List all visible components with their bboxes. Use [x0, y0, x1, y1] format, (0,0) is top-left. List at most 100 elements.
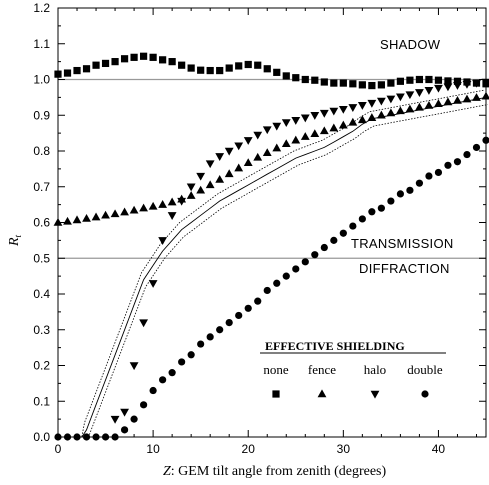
data-point-halo	[443, 83, 453, 92]
data-point-double	[472, 143, 481, 152]
data-point-double	[120, 426, 129, 434]
data-point-double	[434, 168, 443, 177]
series-fence	[53, 91, 489, 226]
data-point-none	[235, 62, 243, 70]
data-point-halo	[262, 126, 272, 135]
data-point-double	[406, 186, 414, 194]
data-point-halo	[205, 160, 215, 169]
legend-title: EFFECTIVE SHIELDING	[265, 339, 405, 353]
data-point-double	[168, 369, 176, 377]
data-point-double	[187, 351, 195, 359]
data-point-none	[63, 69, 72, 77]
data-point-none	[273, 68, 281, 76]
data-point-fence	[348, 117, 358, 126]
series-double	[54, 136, 489, 441]
data-point-none	[197, 66, 205, 74]
data-point-fence	[158, 200, 168, 208]
data-point-double	[244, 304, 252, 312]
data-point-double	[358, 215, 366, 223]
data-point-none	[292, 74, 300, 82]
data-point-double	[396, 190, 404, 198]
data-point-fence	[281, 139, 291, 148]
data-point-fence	[63, 216, 72, 225]
data-point-fence	[205, 180, 215, 189]
data-point-none	[349, 80, 357, 88]
data-point-double	[444, 161, 452, 169]
data-point-halo	[291, 117, 301, 125]
data-point-fence	[415, 102, 424, 111]
data-point-fence	[139, 203, 148, 212]
data-point-none	[301, 75, 309, 84]
data-point-none	[311, 76, 319, 84]
data-point-fence	[338, 120, 348, 129]
data-point-none	[396, 77, 404, 85]
data-point-double	[206, 333, 214, 341]
data-point-halo	[424, 87, 434, 95]
data-point-fence	[443, 97, 453, 106]
data-point-none	[320, 78, 328, 86]
data-point-none	[244, 60, 252, 69]
data-point-none	[82, 65, 91, 73]
data-point-none	[101, 59, 110, 68]
data-point-halo	[196, 172, 206, 181]
data-point-halo	[472, 79, 481, 88]
data-point-fence	[472, 93, 481, 101]
data-point-halo	[310, 112, 320, 120]
data-point-double	[311, 251, 319, 259]
data-point-halo	[224, 147, 234, 156]
series-halo	[110, 78, 489, 424]
x-tick-label: 30	[337, 442, 351, 456]
data-point-halo	[158, 237, 168, 245]
data-point-none	[387, 79, 395, 87]
data-point-none	[120, 55, 129, 63]
y-axis-variable: R	[7, 237, 22, 247]
series-none	[54, 52, 489, 90]
data-point-double	[273, 279, 281, 287]
data-point-double	[453, 158, 462, 166]
region-label-transmission: TRANSMISSION	[351, 236, 454, 251]
y-tick-label: 1.1	[33, 37, 50, 51]
data-point-halo	[367, 99, 377, 108]
data-point-halo	[329, 107, 339, 116]
data-point-double	[235, 311, 243, 320]
data-point-fence	[376, 110, 386, 119]
data-point-double	[339, 229, 347, 237]
data-point-double	[292, 265, 300, 273]
region-label-diffraction: DIFFRACTION	[359, 261, 450, 276]
data-point-halo	[148, 280, 158, 288]
data-point-halo	[386, 95, 396, 104]
data-point-fence	[72, 215, 82, 224]
data-point-none	[149, 53, 157, 61]
x-tick-label: 0	[55, 442, 62, 456]
data-point-double	[330, 236, 338, 244]
y-tick-label: 1.0	[33, 73, 50, 87]
legend-marker-double	[421, 390, 429, 398]
data-point-double	[349, 222, 357, 230]
y-tick-label: 0.1	[33, 394, 50, 408]
legend-label-fence: fence	[308, 362, 336, 377]
data-point-double	[425, 172, 433, 180]
data-point-none	[168, 58, 176, 66]
data-point-none	[282, 72, 290, 80]
legend-marker-fence	[317, 389, 327, 398]
data-point-none	[377, 81, 385, 89]
data-point-fence	[386, 108, 396, 117]
data-point-fence	[272, 143, 282, 152]
data-point-halo	[243, 137, 253, 145]
y-axis-label: Rt	[7, 234, 23, 247]
data-point-double	[140, 401, 148, 409]
x-axis-label: Z: GEM tilt angle from zenith (degrees)	[163, 464, 387, 479]
data-point-halo	[453, 82, 462, 90]
y-tick-label: 0.9	[33, 108, 50, 122]
data-point-halo	[300, 114, 310, 123]
legend-label-double: double	[407, 362, 443, 377]
y-tick-label: 0.7	[33, 180, 50, 194]
data-point-halo	[272, 122, 282, 131]
data-point-double	[130, 415, 138, 423]
data-point-halo	[357, 102, 367, 110]
axis-ticks: 0 10 20 30 40 0.0 0.1 0.2 0.3 0.4 0.5 0.6 0.7 0.8 0.9 1…	[33, 1, 486, 456]
data-point-halo	[434, 84, 443, 93]
data-point-fence	[405, 104, 415, 113]
data-point-halo	[139, 319, 148, 328]
